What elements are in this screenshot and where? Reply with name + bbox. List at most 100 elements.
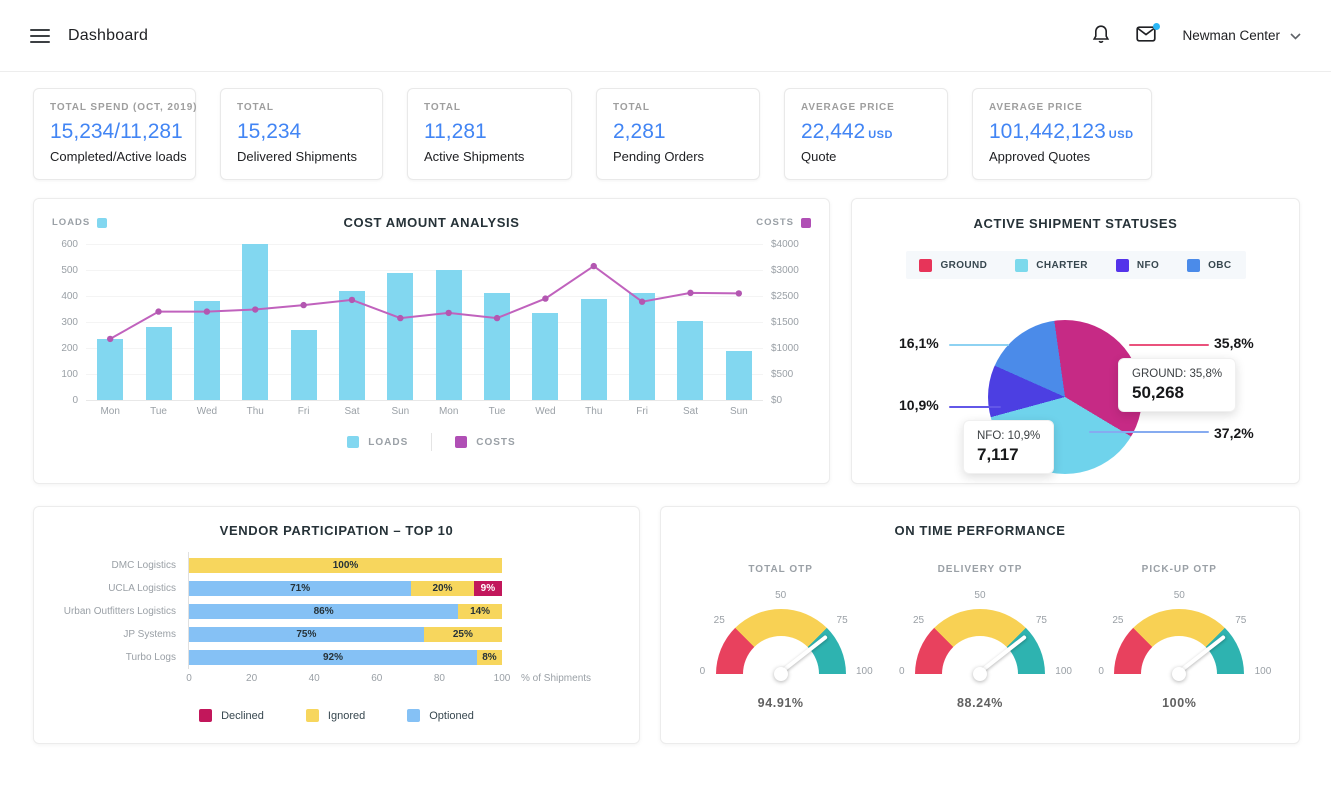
stat-value: 15,234/11,281 [50, 120, 183, 143]
stat-card-approved-quotes[interactable]: AVERAGE PRICE 101,442,123 USD Approved Qu… [972, 88, 1152, 180]
legend-loads[interactable]: LOADS [368, 436, 409, 448]
y-tick: $1000 [771, 343, 799, 354]
gauge-pivot [773, 667, 788, 681]
gridline [86, 400, 763, 401]
segment-declined[interactable]: 9% [473, 581, 502, 596]
cost-analysis-panel: LOADS COST AMOUNT ANALYSIS COSTS 0 100 200… [33, 198, 830, 484]
y-tick: 500 [61, 265, 78, 276]
vendor-bar[interactable]: 100% [189, 558, 502, 573]
vendor-chart-title: VENDOR PARTICIPATION – TOP 10 [219, 523, 454, 538]
leader-line-charter [1089, 431, 1209, 433]
cost-chart-plot[interactable] [86, 244, 763, 401]
loads-bar[interactable] [387, 272, 414, 400]
stat-label: TOTAL [237, 102, 274, 113]
segment-ignored[interactable]: 25% [423, 627, 502, 642]
loads-bar[interactable] [725, 350, 752, 400]
y-tick: 200 [61, 343, 78, 354]
pie-label-ground: 35,8% [1214, 335, 1254, 351]
stat-value: 11,281 [424, 120, 487, 143]
segment-optioned[interactable]: 86% [189, 604, 459, 619]
loads-bar[interactable] [677, 320, 704, 400]
legend-item-ignored[interactable]: Ignored [305, 709, 366, 722]
legend-item-ground[interactable]: GROUND [919, 258, 987, 272]
unread-dot [1153, 23, 1161, 30]
legend-item-charter[interactable]: CHARTER [1015, 258, 1088, 272]
cost-chart-legend: LOADS COSTS [34, 433, 829, 451]
menu-button[interactable] [30, 28, 50, 43]
gauge-label: PICK-UP OTP [1141, 564, 1217, 575]
segment-optioned[interactable]: 75% [189, 627, 424, 642]
chevron-down-icon [1290, 28, 1301, 43]
loads-bar[interactable] [97, 338, 124, 400]
vendor-chart: DMC Logistics 100% UCLA Logistics 71% 20% 9% U… [34, 552, 639, 687]
optioned-swatch-icon [407, 709, 421, 722]
loads-legend-label: LOADS [52, 217, 91, 228]
stat-value: 101,442,123 USD [989, 120, 1134, 143]
otp-title: ON TIME PERFORMANCE [894, 523, 1066, 538]
costs-axis-legend[interactable]: COSTS [721, 217, 811, 228]
vendor-bar[interactable]: 92% 8% [189, 650, 502, 665]
messages-button[interactable] [1136, 23, 1161, 45]
vendor-bar[interactable]: 86% 14% [189, 604, 502, 619]
notifications-button[interactable] [1092, 24, 1110, 47]
legend-item-declined[interactable]: Declined [199, 709, 264, 722]
stat-card-delivered[interactable]: TOTAL 15,234 Delivered Shipments [220, 88, 383, 180]
stat-card-active[interactable]: TOTAL 11,281 Active Shipments [407, 88, 572, 180]
loads-bar[interactable] [532, 312, 559, 400]
vendor-bar[interactable]: 75% 25% [189, 627, 502, 642]
loads-bar[interactable] [484, 293, 511, 400]
loads-bar[interactable] [145, 327, 172, 400]
vendor-name: DMC Logistics [111, 560, 176, 571]
gauge-delivery-otp: DELIVERY OTP 0 25 50 75 100 88.24% [899, 538, 1072, 710]
x-tick: Fri [636, 406, 648, 417]
loads-bar[interactable] [193, 301, 220, 400]
vendor-legend: Declined Ignored Optioned [34, 709, 639, 722]
segment-optioned[interactable]: 71% [189, 581, 412, 596]
segment-ignored[interactable]: 8% [476, 650, 502, 665]
y-tick: 300 [61, 317, 78, 328]
stat-card-total-spend[interactable]: TOTAL SPEND (OCT, 2019) 15,234/11,281 Co… [33, 88, 197, 180]
segment-optioned[interactable]: 92% [189, 650, 477, 665]
legend-item-optioned[interactable]: Optioned [407, 709, 474, 722]
stat-label: TOTAL [424, 102, 461, 113]
legend-item-nfo[interactable]: NFO [1115, 258, 1159, 272]
legend-label: Ignored [327, 709, 366, 722]
gauge-tick: 75 [1235, 615, 1247, 626]
x-tick: Sat [344, 406, 360, 417]
page-title: Dashboard [68, 26, 149, 44]
stat-card-pending[interactable]: TOTAL 2,281 Pending Orders [596, 88, 760, 180]
loads-bar[interactable] [435, 270, 462, 400]
segment-ignored[interactable]: 100% [189, 558, 502, 573]
gauge-dial[interactable]: 0 25 50 75 100 [1098, 590, 1271, 681]
gauge-tick: 100 [1254, 666, 1272, 677]
gauge-tick: 0 [898, 666, 905, 677]
stat-card-quote[interactable]: AVERAGE PRICE 22,442 USD Quote [784, 88, 948, 180]
gauge-dial[interactable]: 0 25 50 75 100 [700, 590, 873, 681]
gridline [86, 348, 763, 349]
loads-bar[interactable] [580, 298, 607, 400]
loads-bar[interactable] [242, 244, 269, 400]
legend-label: Optioned [429, 709, 474, 722]
legend-costs[interactable]: COSTS [476, 436, 516, 448]
segment-ignored[interactable]: 14% [458, 604, 502, 619]
gauge-dial[interactable]: 0 25 50 75 100 [899, 590, 1072, 681]
vendor-name: JP Systems [123, 629, 176, 640]
y-tick: 400 [61, 291, 78, 302]
vendor-bar[interactable]: 71% 20% 9% [189, 581, 502, 596]
legend-divider [431, 433, 433, 451]
vendor-name: Urban Outfitters Logistics [63, 606, 176, 617]
account-menu[interactable]: Newman Center [1182, 28, 1301, 43]
loads-bar[interactable] [290, 329, 317, 400]
stat-desc: Delivered Shipments [237, 149, 357, 164]
vendor-rows: DMC Logistics 100% UCLA Logistics 71% 20% 9% U… [34, 552, 639, 669]
loads-bar[interactable] [338, 290, 365, 400]
legend-item-obc[interactable]: OBC [1187, 258, 1231, 272]
vendor-x-axis: 0 20 40 60 80 100 [186, 673, 510, 687]
stat-desc: Completed/Active loads [50, 149, 187, 164]
obc-swatch-icon [1187, 258, 1201, 272]
segment-ignored[interactable]: 20% [411, 581, 474, 596]
loads-axis-legend[interactable]: LOADS [52, 217, 142, 228]
loads-bar[interactable] [629, 293, 656, 400]
bell-icon [1092, 24, 1110, 47]
ignored-swatch-icon [305, 709, 319, 722]
